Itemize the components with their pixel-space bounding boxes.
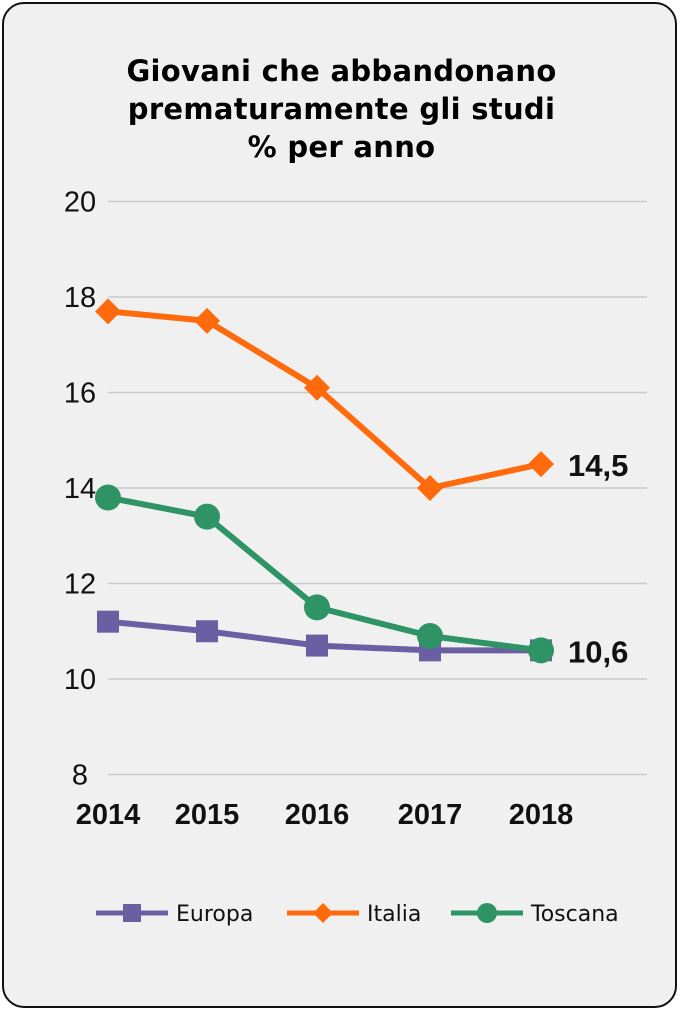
- series-layer: [95, 298, 554, 664]
- legend-marker: [477, 903, 497, 923]
- x-axis-ticks: 2014 2015 2016 2017 2018: [76, 799, 574, 831]
- legend-label: Italia: [367, 902, 421, 927]
- data-point: [528, 637, 554, 664]
- series-europa: [97, 610, 552, 662]
- data-point: [194, 503, 220, 530]
- series-line: [105, 308, 544, 491]
- x-tick-label: 2017: [398, 799, 463, 831]
- y-tick-label: 20: [64, 187, 96, 219]
- y-tick-label: 14: [64, 473, 96, 505]
- y-tick-label: 8: [72, 760, 88, 792]
- data-label-europa: 10,6: [568, 634, 628, 669]
- chart-title-line-3: % per anno: [247, 130, 436, 164]
- data-point: [306, 634, 328, 657]
- series-toscana: [95, 484, 554, 664]
- legend-label: Toscana: [530, 902, 619, 927]
- data-point: [528, 451, 554, 478]
- x-tick-label: 2014: [76, 799, 141, 831]
- data-point: [97, 610, 119, 633]
- x-tick-label: 2016: [285, 799, 350, 831]
- legend-item-italia: Italia: [287, 902, 421, 927]
- data-point: [304, 374, 330, 401]
- legend-marker: [313, 903, 333, 923]
- series-italia: [95, 298, 554, 501]
- legend: Europa Italia Toscana: [96, 902, 619, 927]
- chart-title-line-1: Giovani che abbandonano: [126, 54, 557, 88]
- y-tick-label: 10: [64, 664, 96, 696]
- data-point: [304, 594, 330, 621]
- legend-label: Europa: [176, 902, 253, 927]
- data-point: [194, 307, 220, 334]
- y-tick-label: 12: [64, 569, 96, 601]
- y-axis-ticks: 20 18 16 14 12 10 8: [64, 187, 96, 792]
- data-label-italia: 14,5: [568, 448, 628, 483]
- gridlines: [108, 200, 647, 776]
- legend-item-europa: Europa: [96, 902, 253, 927]
- chart-title-line-2: prematuramente gli studi: [127, 92, 556, 126]
- data-point: [417, 623, 443, 650]
- y-tick-label: 18: [64, 282, 96, 314]
- legend-item-toscana: Toscana: [451, 902, 619, 927]
- x-tick-label: 2018: [509, 799, 574, 831]
- y-tick-label: 16: [64, 378, 96, 410]
- data-point: [95, 298, 121, 325]
- legend-marker: [123, 904, 141, 922]
- data-point: [196, 620, 218, 643]
- chart-title: Giovani che abbandonano prematuramente g…: [0, 52, 683, 166]
- data-labels: 14,5 10,6: [568, 448, 628, 669]
- data-point: [95, 484, 121, 511]
- data-point: [417, 475, 443, 501]
- x-tick-label: 2015: [175, 799, 240, 831]
